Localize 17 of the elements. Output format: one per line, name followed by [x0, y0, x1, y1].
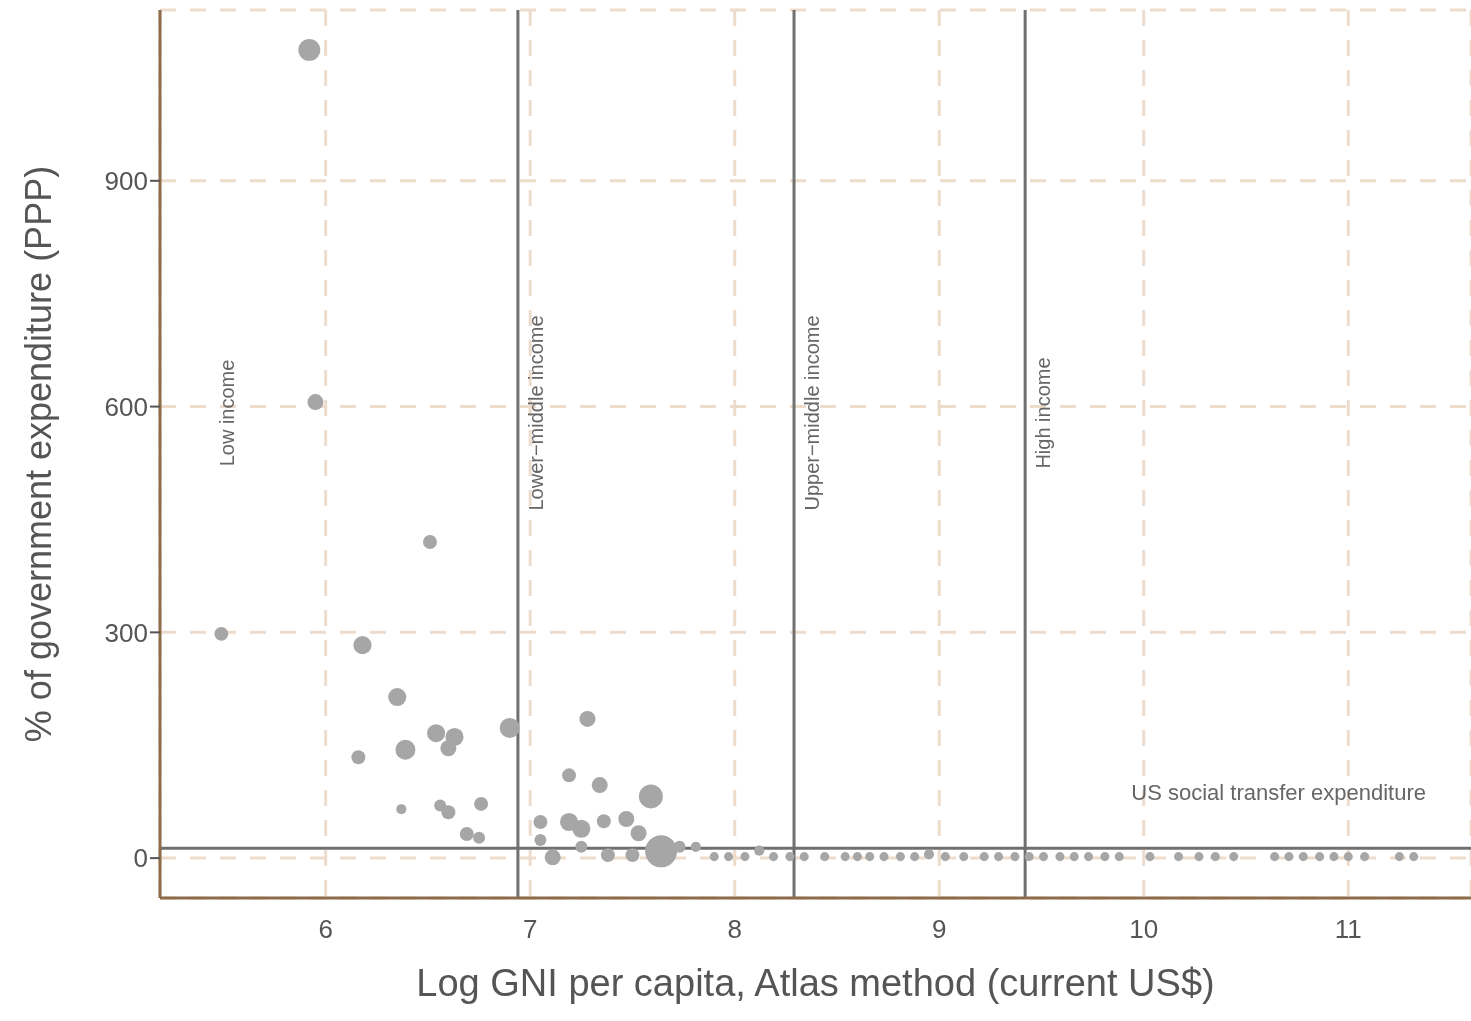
y-axis-title: % of government expenditure (PPP) — [17, 165, 59, 743]
y-tick-label: 900 — [104, 166, 148, 197]
ref-line-label: US social transfer expenditure — [1131, 780, 1426, 806]
x-axis-title: Log GNI per capita, Atlas method (current US$) — [416, 962, 1215, 1004]
x-tick-label: 10 — [1129, 914, 1159, 945]
y-tick-label: 0 — [133, 843, 148, 874]
ref-line-label: Upper−middle income — [801, 315, 824, 511]
y-tick-label: 300 — [104, 617, 148, 648]
x-tick-label: 8 — [727, 914, 742, 945]
x-tick-label: 11 — [1334, 914, 1362, 945]
x-tick-label: 6 — [318, 914, 333, 945]
annotation: Low income — [215, 359, 239, 467]
x-tick-label: 9 — [932, 914, 947, 945]
x-tick-label: 7 — [522, 914, 538, 945]
ref-line-label: High income — [1032, 357, 1055, 469]
y-tick-label: 600 — [104, 391, 148, 422]
ref-line-label: Lower−middle income — [525, 315, 548, 511]
